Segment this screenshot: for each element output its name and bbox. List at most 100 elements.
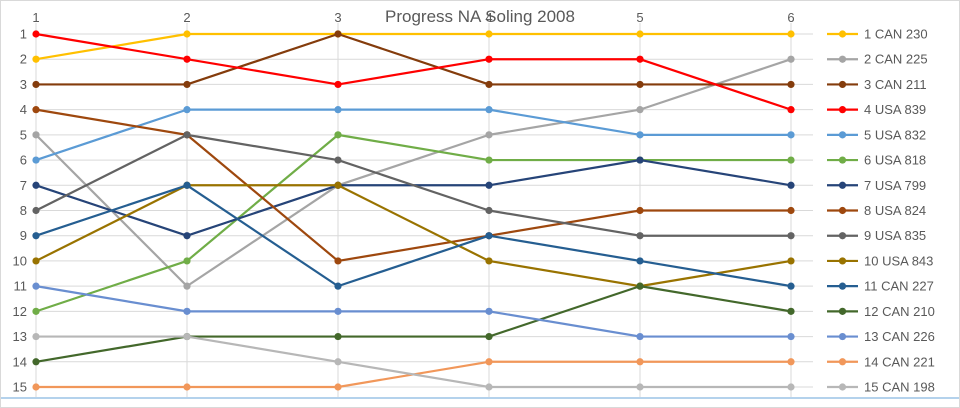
legend-label: 14 CAN 221	[864, 354, 935, 369]
series-marker-1-CAN-230	[636, 30, 644, 38]
series-marker-2-CAN-225	[787, 55, 795, 63]
series-marker-5-USA-832	[636, 131, 644, 139]
legend-label: 10 USA 843	[864, 253, 933, 268]
series-marker-4-USA-839	[787, 106, 795, 114]
series-line-2-CAN-225	[34, 58, 793, 288]
series-marker-15-CAN-198	[334, 358, 342, 366]
legend-swatch-marker	[838, 30, 847, 38]
series-marker-14-CAN-221	[636, 358, 644, 366]
legend-label: 12 CAN 210	[864, 304, 935, 319]
x-tick-label: 5	[636, 10, 643, 25]
series-marker-13-CAN-226	[334, 307, 342, 315]
series-line-6-USA-818	[34, 133, 793, 313]
series-marker-15-CAN-198	[32, 332, 40, 341]
series-marker-11-CAN-227	[334, 282, 342, 290]
series-marker-4-USA-839	[636, 55, 644, 63]
series-marker-14-CAN-221	[334, 383, 342, 391]
series-marker-9-USA-835	[32, 206, 40, 215]
series-marker-4-USA-839	[183, 55, 191, 63]
series-marker-5-USA-832	[485, 106, 493, 114]
series-marker-11-CAN-227	[32, 232, 40, 240]
series-marker-12-CAN-210	[32, 358, 40, 366]
legend-label: 8 USA 824	[864, 203, 926, 218]
series-marker-10-USA-843	[334, 181, 342, 189]
series-marker-15-CAN-198	[787, 383, 795, 391]
series-marker-13-CAN-226	[183, 307, 191, 315]
series-marker-8-USA-824	[334, 257, 342, 265]
legend-swatch-marker	[838, 181, 847, 189]
series-marker-3-CAN-211	[32, 80, 40, 89]
series-marker-9-USA-835	[334, 156, 342, 164]
y-tick-label: 15	[13, 380, 27, 395]
series-marker-11-CAN-227	[636, 257, 644, 265]
series-marker-13-CAN-226	[32, 282, 40, 290]
legend-swatch-marker	[838, 358, 847, 366]
series-marker-6-USA-818	[485, 156, 493, 164]
series-marker-3-CAN-211	[787, 80, 795, 89]
series-marker-9-USA-835	[636, 232, 644, 240]
series-marker-14-CAN-221	[183, 383, 191, 391]
legend-swatch-marker	[838, 332, 847, 341]
x-tick-label: 4	[485, 10, 492, 25]
y-tick-label: 11	[14, 279, 28, 294]
series-marker-15-CAN-198	[183, 332, 191, 341]
series-line-3-CAN-211	[34, 32, 793, 86]
legend-swatch-marker	[838, 106, 847, 114]
series-marker-8-USA-824	[787, 206, 795, 215]
x-tick-label: 2	[183, 10, 190, 25]
y-tick-label: 1	[20, 27, 27, 42]
series-marker-3-CAN-211	[485, 80, 493, 89]
series-marker-14-CAN-221	[32, 383, 40, 391]
series-marker-6-USA-818	[787, 156, 795, 164]
series-marker-2-CAN-225	[32, 131, 40, 139]
series-marker-2-CAN-225	[485, 131, 493, 139]
series-marker-4-USA-839	[32, 30, 40, 38]
legend-label: 6 USA 818	[864, 153, 926, 168]
series-line-11-CAN-227	[34, 184, 793, 288]
x-tick-label: 1	[32, 10, 39, 25]
series-line-13-CAN-226	[34, 285, 793, 338]
y-tick-label: 12	[13, 304, 27, 319]
series-marker-11-CAN-227	[485, 232, 493, 240]
x-tick-label: 6	[787, 10, 794, 25]
legend-label: 2 CAN 225	[864, 52, 928, 67]
series-marker-15-CAN-198	[636, 383, 644, 391]
series-marker-2-CAN-225	[183, 282, 191, 290]
legend-swatch-marker	[838, 282, 847, 290]
legend-swatch-marker	[838, 383, 847, 391]
legend-label: 5 USA 832	[864, 127, 926, 142]
series-marker-8-USA-824	[32, 106, 40, 114]
legend-swatch-marker	[838, 131, 847, 139]
series-marker-6-USA-818	[32, 307, 40, 315]
y-tick-label: 7	[20, 178, 27, 193]
series-marker-7-USA-799	[32, 181, 40, 189]
series-marker-5-USA-832	[32, 156, 40, 164]
series-marker-13-CAN-226	[787, 332, 795, 341]
series-marker-1-CAN-230	[787, 30, 795, 38]
series-marker-14-CAN-221	[787, 358, 795, 366]
series-marker-5-USA-832	[334, 106, 342, 114]
series-marker-12-CAN-210	[485, 332, 493, 341]
legend-swatch-marker	[838, 80, 847, 89]
series-line-8-USA-824	[34, 108, 793, 263]
series-marker-1-CAN-230	[32, 55, 40, 63]
series-marker-7-USA-799	[636, 156, 644, 164]
series-marker-10-USA-843	[485, 257, 493, 265]
series-marker-12-CAN-210	[334, 332, 342, 341]
series-marker-4-USA-839	[485, 55, 493, 63]
y-tick-label: 5	[20, 127, 27, 142]
series-marker-12-CAN-210	[636, 282, 644, 290]
series-line-12-CAN-210	[34, 285, 793, 363]
series-marker-9-USA-835	[183, 131, 191, 139]
legend-label: 1 CAN 230	[864, 27, 928, 42]
y-tick-label: 9	[20, 228, 27, 243]
series-line-9-USA-835	[34, 133, 793, 237]
y-tick-label: 13	[13, 329, 27, 344]
series-marker-7-USA-799	[787, 181, 795, 189]
series-marker-3-CAN-211	[183, 80, 191, 89]
series-marker-11-CAN-227	[183, 181, 191, 189]
legend-swatch-marker	[838, 55, 847, 63]
y-tick-label: 3	[20, 77, 27, 92]
series-marker-3-CAN-211	[334, 30, 342, 38]
